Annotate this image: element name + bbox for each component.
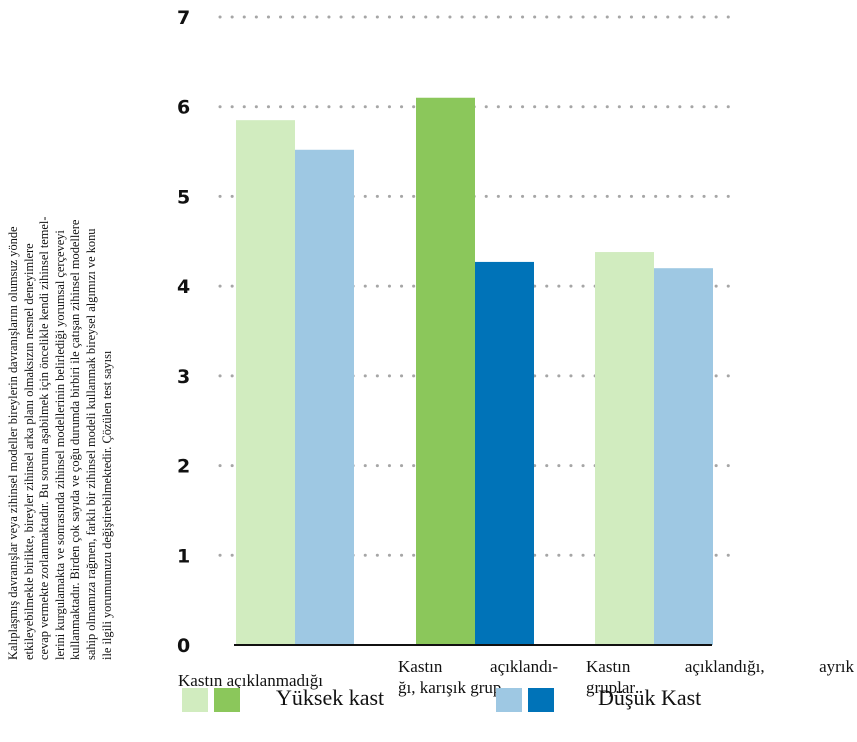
y-tick-label: 0: [177, 635, 190, 657]
bar-yuksek-3: [595, 252, 654, 645]
bars: [236, 97, 713, 645]
y-tick-label: 7: [177, 7, 190, 29]
y-tick-label: 1: [177, 545, 190, 567]
bar-dusuk-1: [295, 149, 354, 645]
bar-yuksek-1: [236, 120, 295, 645]
legend-label-yuksek: Yüksek kast: [276, 685, 385, 710]
legend-swatch-dusuk-light: [496, 688, 522, 712]
y-tick-label: 2: [177, 456, 190, 478]
category-label: Kastın açıklandığı, ayrık gruplar: [586, 656, 854, 698]
legend-swatch-dusuk-dark: [528, 688, 554, 712]
category-label: Kastın açıklanmadığı: [178, 670, 378, 691]
bar-yuksek-2: [416, 97, 475, 645]
category-label-line: ğı, karışık grup: [398, 678, 502, 697]
legend-swatch-yuksek-dark: [214, 688, 240, 712]
category-label-line: Kastın açıklanmadığı: [178, 671, 323, 690]
y-tick-label: 5: [177, 186, 190, 208]
y-axis-ticks: 0 1 2 3 4 5 6 7: [177, 7, 190, 657]
category-label-line: Kastın açıklandı-: [398, 657, 558, 676]
bar-dusuk-3: [654, 268, 713, 645]
y-tick-label: 6: [177, 97, 190, 119]
category-label: Kastın açıklandı-ğı, karışık grup: [398, 656, 558, 698]
category-label-line: gruplar: [586, 678, 636, 697]
category-label-line: Kastın açıklandığı, ayrık: [586, 657, 854, 676]
y-tick-label: 3: [177, 366, 190, 388]
legend-swatch-yuksek-light: [182, 688, 208, 712]
bar-dusuk-2: [475, 261, 534, 645]
y-tick-label: 4: [177, 276, 190, 298]
legend-label-dusuk: Düşük Kast: [598, 685, 702, 710]
